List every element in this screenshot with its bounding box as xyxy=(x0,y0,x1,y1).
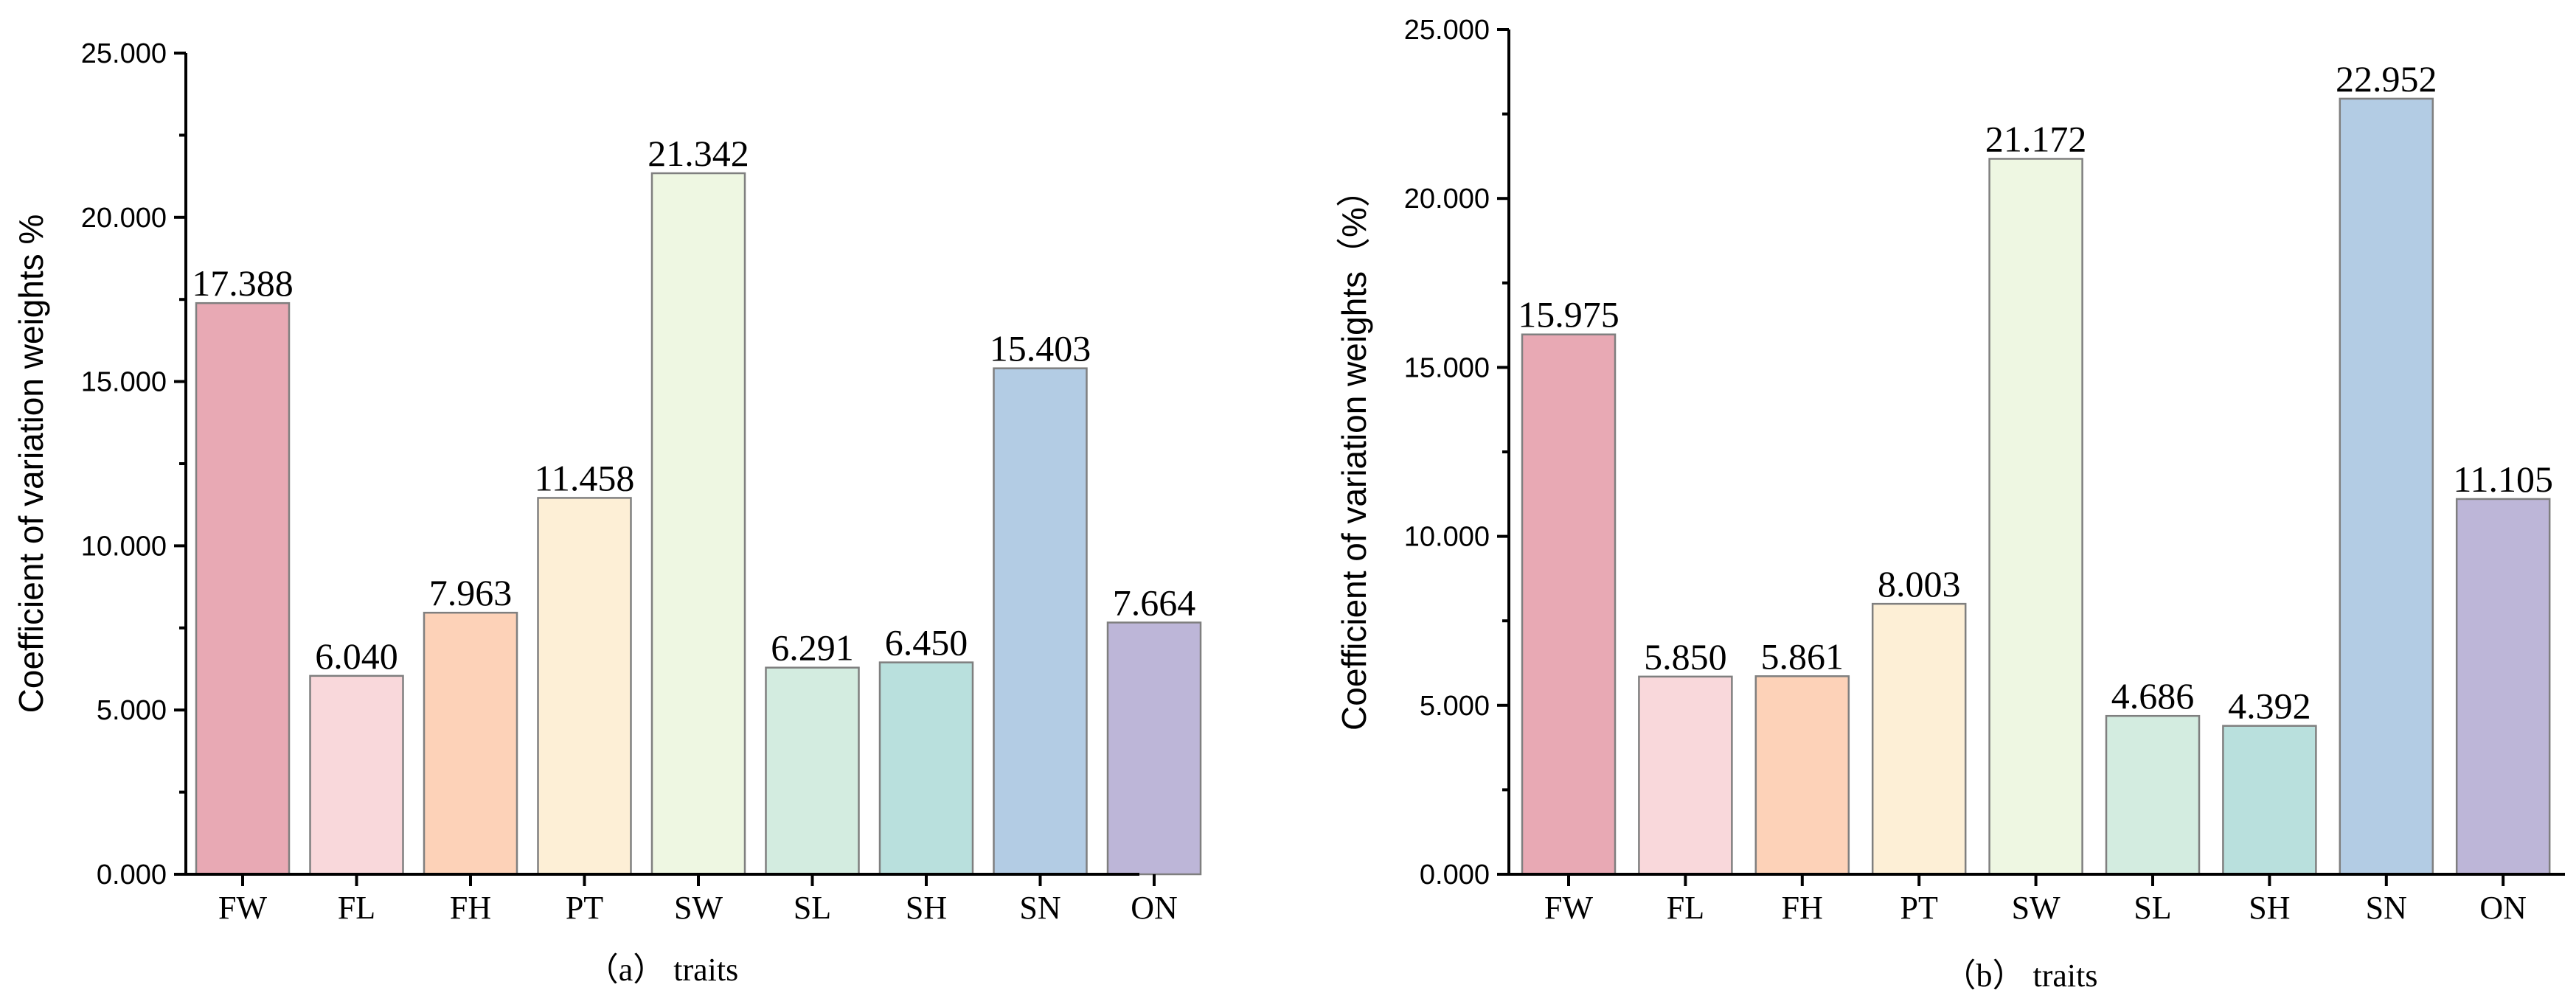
x-tick-label-sh: SH xyxy=(906,890,947,926)
bar-sl xyxy=(765,666,860,876)
data-label-sl: 6.291 xyxy=(771,627,854,669)
y-tick-label: 15.000 xyxy=(1404,352,1490,383)
x-tick-label-sh: SH xyxy=(2249,890,2290,926)
y-tick-label: 20.000 xyxy=(81,203,167,234)
x-tick-label-fh: FH xyxy=(1782,890,1823,926)
x-tick-label-sl: SL xyxy=(2134,890,2171,926)
y-axis-title: Coefficient of variation weights % xyxy=(12,215,50,714)
data-label-sh: 4.392 xyxy=(2228,686,2311,727)
data-label-fh: 7.963 xyxy=(429,572,513,613)
data-label-fl: 5.850 xyxy=(1644,636,1727,677)
data-label-fw: 15.975 xyxy=(1518,294,1619,335)
y-tick-label: 10.000 xyxy=(1404,522,1490,553)
data-label-fw: 17.388 xyxy=(192,262,294,304)
y-axis-title: Coefficient of variation weights（%） xyxy=(1335,173,1373,731)
data-label-sh: 6.450 xyxy=(885,622,968,663)
y-tick-label: 5.000 xyxy=(1420,691,1490,722)
x-tick-label-on: ON xyxy=(2479,890,2527,926)
y-tick-label: 25.000 xyxy=(1404,15,1490,46)
chart-panel-a: 17.388 FW 6.040 FL 7.963 FH 11.458 PT 21.342 SW 6.… xyxy=(12,38,1202,988)
data-label-fl: 6.040 xyxy=(315,635,398,677)
x-tick-label-sw: SW xyxy=(2012,890,2061,926)
bar-sw xyxy=(650,172,746,876)
data-label-sn: 15.403 xyxy=(990,328,1091,369)
x-tick-label-sw: SW xyxy=(674,890,723,926)
x-tick-label-pt: PT xyxy=(1900,890,1938,926)
y-tick-label: 15.000 xyxy=(81,367,167,398)
y-tick-label: 20.000 xyxy=(1404,184,1490,215)
x-axis-title: （b） traits xyxy=(1944,958,2098,994)
data-label-fh: 5.861 xyxy=(1761,635,1844,677)
data-label-on: 7.664 xyxy=(1113,582,1196,623)
data-label-pt: 11.458 xyxy=(535,457,635,498)
x-tick-label-fl: FL xyxy=(1667,890,1704,926)
y-tick-label: 25.000 xyxy=(81,38,167,69)
data-label-sw: 21.172 xyxy=(1985,118,2087,159)
bar-fh xyxy=(1754,675,1850,876)
chart-panel-b: 15.975 FW 5.850 FL 5.861 FH 8.003 PT 21.172 SW 4.6… xyxy=(1335,15,2565,994)
bar-sn xyxy=(993,367,1088,876)
bar-pt xyxy=(537,497,632,876)
x-tick-label-sl: SL xyxy=(794,890,831,926)
bar-on xyxy=(1106,621,1202,876)
bar-fh xyxy=(423,611,518,876)
x-tick-label-fw: FW xyxy=(218,890,267,926)
x-tick-label-fh: FH xyxy=(450,890,491,926)
x-tick-label-fl: FL xyxy=(338,890,375,926)
x-tick-label-on: ON xyxy=(1131,890,1178,926)
bar-sh xyxy=(2222,725,2317,876)
bar-sh xyxy=(878,661,974,876)
data-label-on: 11.105 xyxy=(2453,459,2553,500)
data-label-sw: 21.342 xyxy=(648,133,749,174)
bar-fl xyxy=(1638,675,1733,876)
x-tick-label-sn: SN xyxy=(1019,890,1060,926)
bar-fl xyxy=(309,674,404,876)
x-tick-label-fw: FW xyxy=(1544,890,1593,926)
bar-sl xyxy=(2105,714,2201,876)
x-tick-label-pt: PT xyxy=(566,890,603,926)
bar-sn xyxy=(2339,97,2434,876)
data-label-sn: 22.952 xyxy=(2336,58,2437,100)
bar-pt xyxy=(1871,602,1967,876)
y-tick-label: 0.000 xyxy=(1420,860,1490,890)
data-label-pt: 8.003 xyxy=(1878,563,1961,604)
x-tick-label-sn: SN xyxy=(2366,890,2407,926)
data-label-sl: 4.686 xyxy=(2111,675,2195,717)
y-tick-label: 10.000 xyxy=(81,531,167,562)
bar-sw xyxy=(1988,158,2083,876)
bar-fw xyxy=(1521,333,1617,876)
y-tick-label: 0.000 xyxy=(97,860,167,890)
bar-on xyxy=(2455,498,2551,876)
y-tick-label: 5.000 xyxy=(97,695,167,726)
bar-fw xyxy=(195,301,291,876)
x-axis-title: （a） traits xyxy=(586,952,739,988)
